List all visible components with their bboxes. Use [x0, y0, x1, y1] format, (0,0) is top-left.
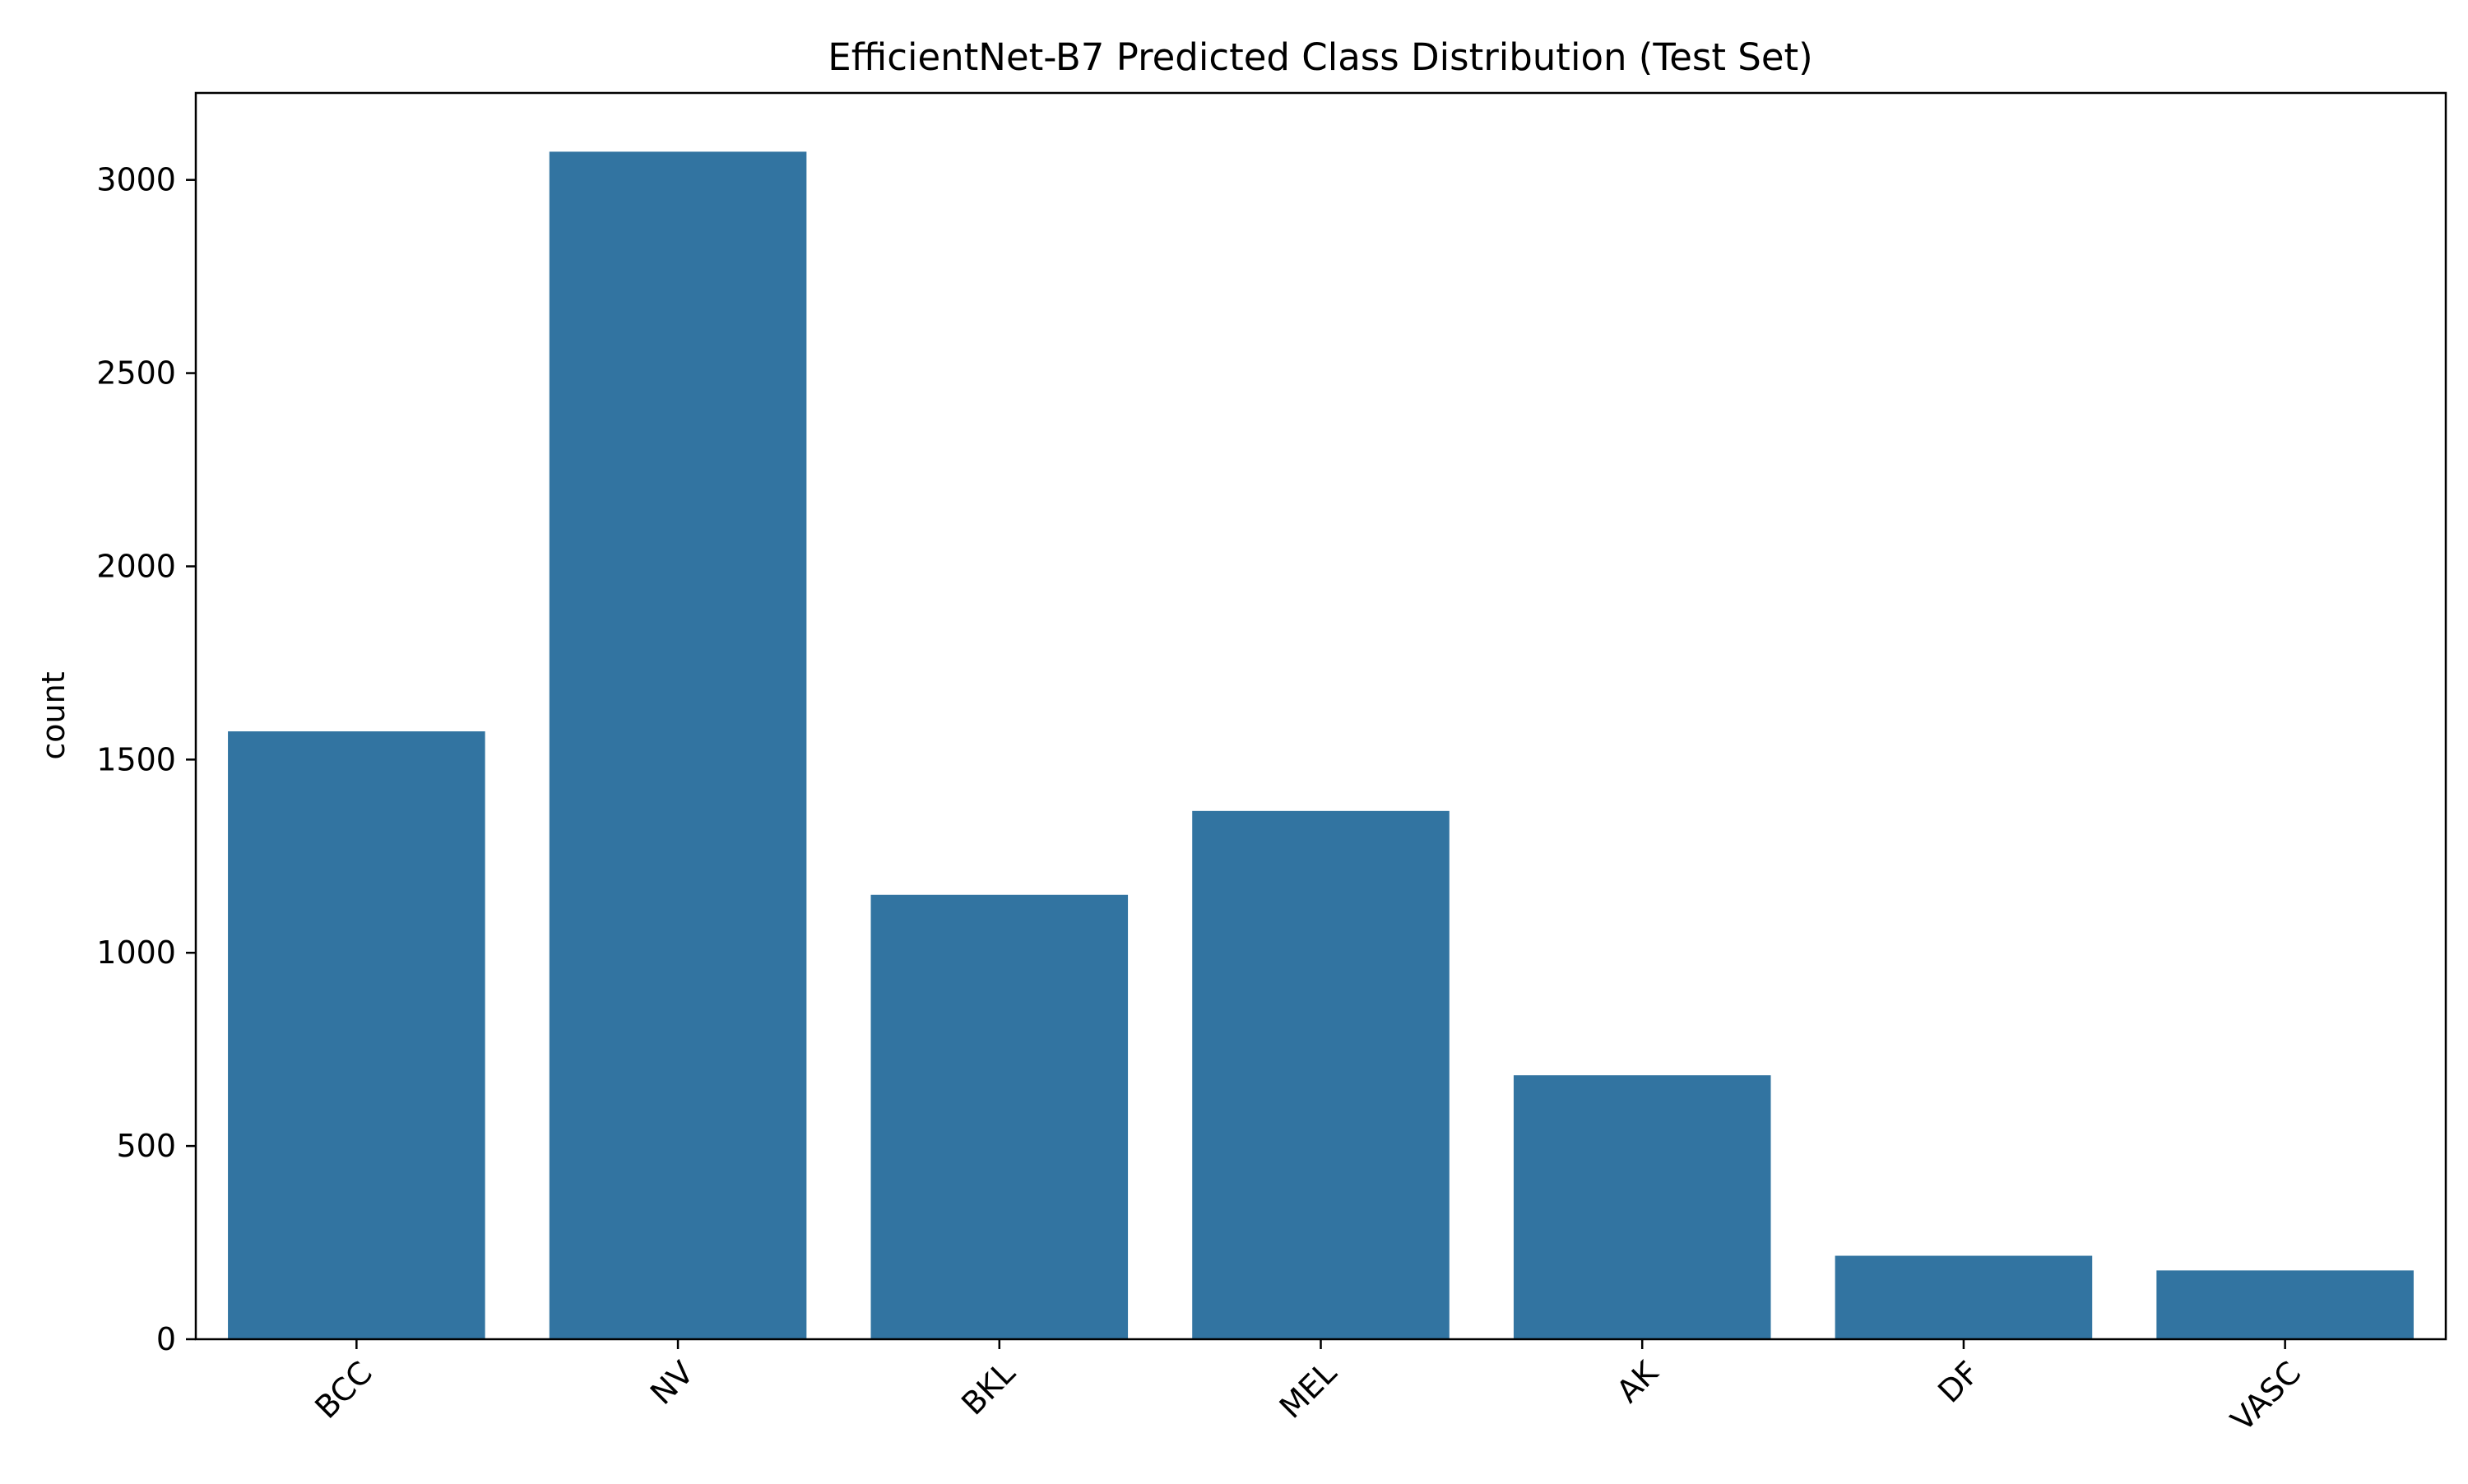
bar-df — [1835, 1255, 2093, 1339]
bar-nv — [549, 151, 807, 1339]
bar-ak — [1513, 1075, 1771, 1339]
y-tick-label: 1000 — [96, 934, 176, 971]
chart-title: EfficientNet-B7 Predicted Class Distribu… — [828, 35, 1812, 79]
y-tick-label: 500 — [116, 1128, 176, 1164]
y-tick-label: 1500 — [96, 741, 176, 777]
x-tick-label-vasc: VASC — [2224, 1354, 2308, 1438]
x-tick-label-bkl: BKL — [954, 1354, 1022, 1421]
bar-bkl — [870, 894, 1129, 1339]
bars-group — [228, 151, 2414, 1339]
y-axis-label: count — [35, 671, 72, 759]
y-axis: 0 500 1000 1500 2000 2500 3000 — [96, 162, 196, 1357]
x-tick-label-bcc: BCC — [308, 1354, 379, 1426]
x-tick-label-df: DF — [1931, 1354, 1986, 1409]
y-tick-label: 2000 — [96, 548, 176, 584]
y-tick-label: 3000 — [96, 162, 176, 198]
y-tick-label: 0 — [156, 1321, 176, 1357]
x-tick-label-mel: MEL — [1273, 1354, 1343, 1425]
x-axis: BCC NV BKL MEL AK DF VASC — [308, 1339, 2308, 1438]
bar-vasc — [2156, 1270, 2414, 1339]
x-tick-label-nv: NV — [643, 1354, 701, 1412]
x-tick-label-ak: AK — [1610, 1354, 1666, 1410]
y-tick-label: 2500 — [96, 355, 176, 392]
bar-bcc — [228, 731, 485, 1339]
bar-mel — [1192, 810, 1450, 1339]
